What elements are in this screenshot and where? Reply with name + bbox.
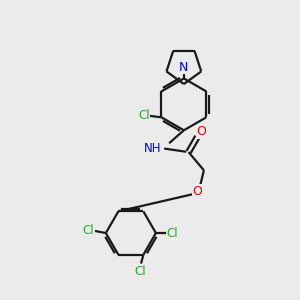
Text: Cl: Cl — [135, 265, 146, 278]
Text: Cl: Cl — [138, 109, 150, 122]
Text: Cl: Cl — [82, 224, 94, 237]
Text: N: N — [179, 61, 188, 74]
Text: O: O — [192, 185, 202, 198]
Text: Cl: Cl — [167, 226, 178, 239]
Text: O: O — [196, 125, 206, 138]
Text: NH: NH — [144, 142, 161, 155]
